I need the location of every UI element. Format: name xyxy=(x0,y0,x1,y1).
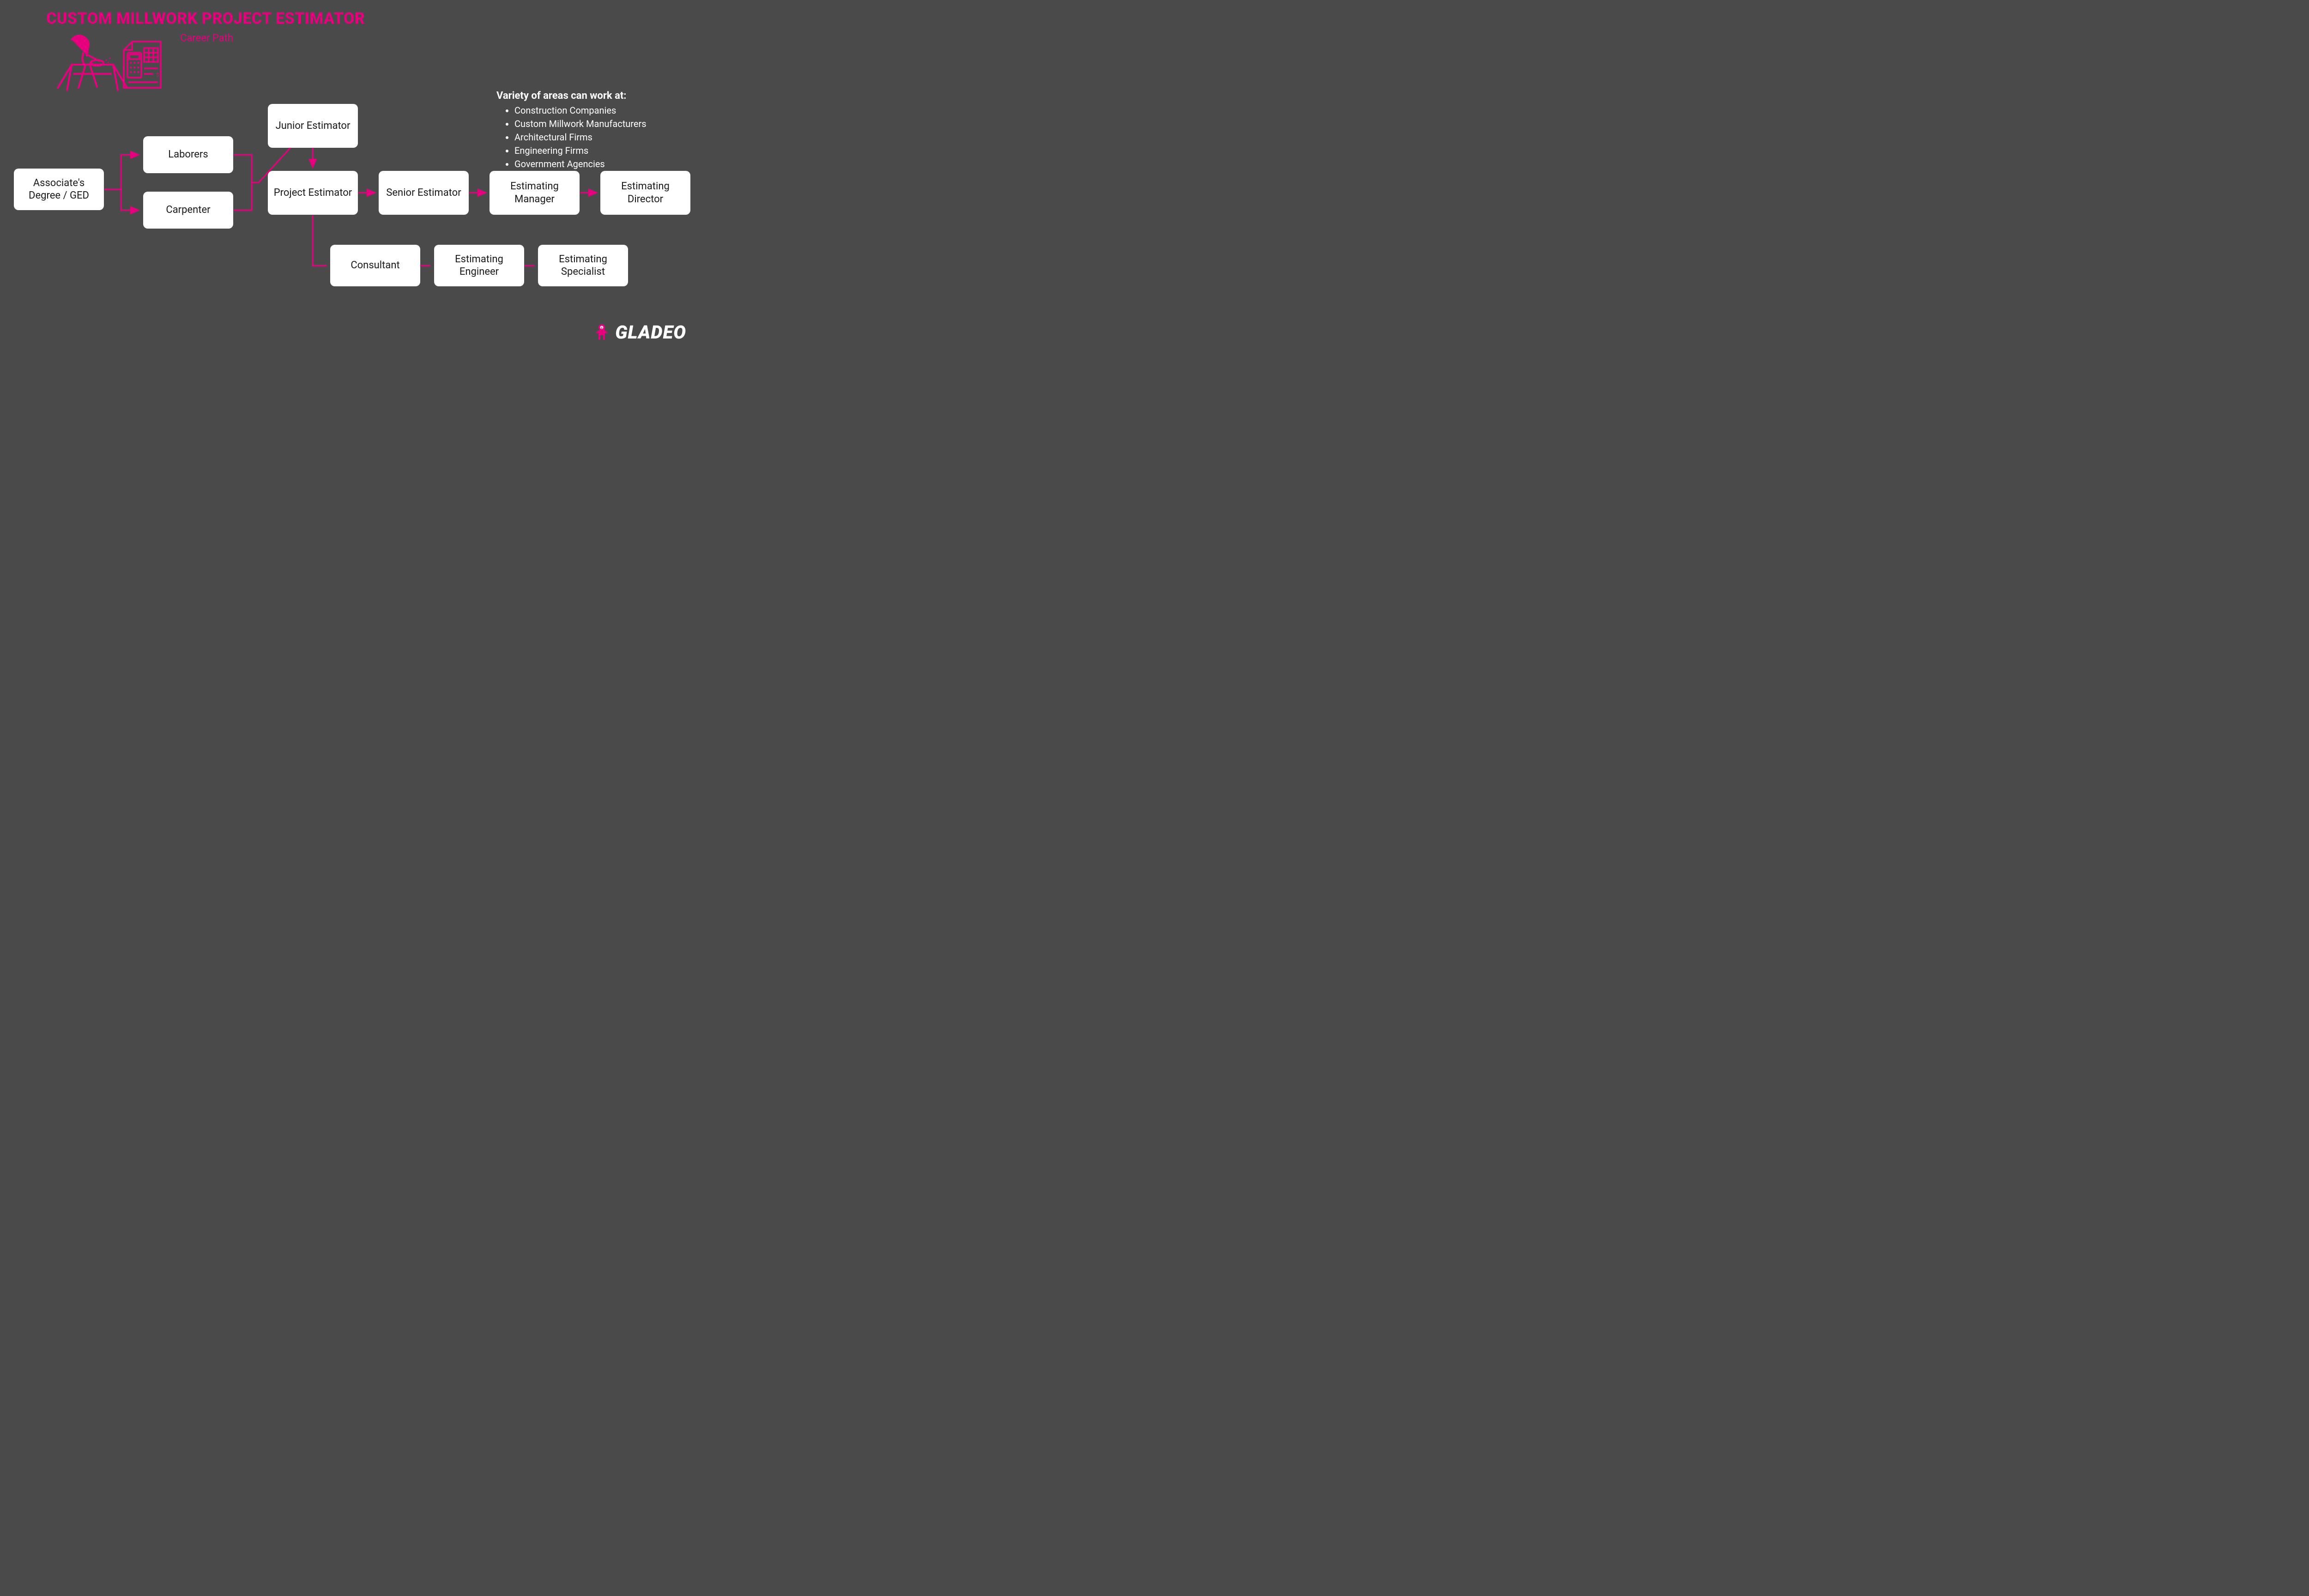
node-label: Senior Estimator xyxy=(386,187,461,200)
node-label: Estimating Specialist xyxy=(543,253,623,278)
node-estimating-manager: Estimating Manager xyxy=(490,171,580,215)
areas-list: Construction Companies Custom Millwork M… xyxy=(503,104,647,171)
node-label: Estimating Director xyxy=(605,180,686,206)
svg-text:G: G xyxy=(601,327,603,330)
page-title: CUSTOM MILLWORK PROJECT ESTIMATOR xyxy=(46,9,365,28)
node-degree: Associate's Degree / GED xyxy=(14,169,104,210)
node-estimating-director: Estimating Director xyxy=(600,171,690,215)
areas-item: Government Agencies xyxy=(514,157,647,171)
svg-text:$: $ xyxy=(156,72,159,78)
node-estimating-specialist: Estimating Specialist xyxy=(538,245,628,286)
node-label: Junior Estimator xyxy=(276,120,351,133)
areas-heading: Variety of areas can work at: xyxy=(496,90,627,102)
node-consultant: Consultant xyxy=(330,245,420,286)
logo-mark-icon: G xyxy=(594,323,610,342)
node-project-estimator: Project Estimator xyxy=(268,171,358,215)
node-label: Estimating Manager xyxy=(494,180,575,206)
node-label: Consultant xyxy=(351,259,399,272)
page-subtitle: Career Path xyxy=(180,32,233,44)
node-label: Laborers xyxy=(168,148,208,161)
node-estimating-engineer: Estimating Engineer xyxy=(434,245,524,286)
career-path-canvas: CUSTOM MILLWORK PROJECT ESTIMATOR Career… xyxy=(0,0,709,355)
node-junior-estimator: Junior Estimator xyxy=(268,104,358,148)
areas-item: Architectural Firms xyxy=(514,131,647,144)
header-illustration: $ xyxy=(46,28,166,97)
node-label: Estimating Engineer xyxy=(439,253,520,278)
logo-text: GLADEO xyxy=(615,321,686,343)
areas-item: Engineering Firms xyxy=(514,144,647,157)
node-laborers: Laborers xyxy=(143,136,233,173)
areas-item: Construction Companies xyxy=(514,104,647,117)
node-senior-estimator: Senior Estimator xyxy=(379,171,469,215)
node-carpenter: Carpenter xyxy=(143,192,233,229)
brand-logo: G GLADEO xyxy=(594,321,686,343)
areas-item: Custom Millwork Manufacturers xyxy=(514,117,647,131)
node-label: Associate's Degree / GED xyxy=(18,177,99,202)
node-label: Project Estimator xyxy=(274,187,352,200)
node-label: Carpenter xyxy=(166,204,210,217)
